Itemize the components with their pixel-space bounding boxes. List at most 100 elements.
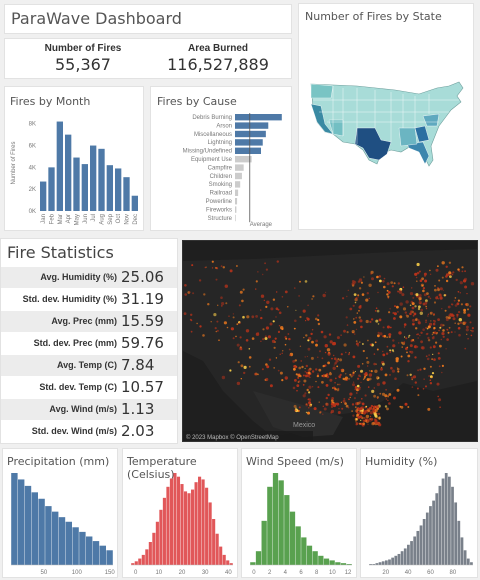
month-bar[interactable] [123,177,130,211]
hum-hist-bar[interactable] [447,476,451,565]
hum-hist-bar[interactable] [429,506,432,565]
prec-hist-bar[interactable] [24,485,32,565]
temp-hist-bar[interactable] [176,476,181,565]
hum-hist-bar[interactable] [419,525,423,565]
wind-hist-panel[interactable]: Wind Speed (m/s) 0 2 4 6 8 10 12 [241,448,357,578]
hum-hist-bar[interactable] [454,502,458,565]
month-bar[interactable] [65,134,72,211]
cause-bar[interactable] [235,130,266,138]
hum-hist-bar[interactable] [394,555,398,565]
hum-hist-bar[interactable] [410,541,413,565]
month-bar[interactable] [73,157,80,211]
hum-hist-bar[interactable] [403,548,407,565]
prec-hist-bar[interactable] [45,506,52,565]
hum-hist-bar[interactable] [381,561,385,565]
hum-hist-bar[interactable] [438,485,442,565]
temp-hist-bar[interactable] [187,493,191,565]
fire-density-map[interactable]: Mexico © 2023 Mapbox © OpenStreetMap [183,241,477,441]
wind-hist-bar[interactable] [335,562,341,565]
cause-bar[interactable] [235,198,238,205]
temp-hist-bar[interactable] [138,558,142,565]
month-bar[interactable] [131,195,138,211]
prec-hist-bar[interactable] [31,492,38,565]
prec-hist-panel[interactable]: Precipitation (mm) 50 100 150 [2,448,118,578]
temp-hist-bar[interactable] [152,532,156,565]
temp-hist-bar[interactable] [145,549,149,565]
month-bar[interactable] [56,121,63,211]
wind-hist-bar[interactable] [278,480,284,565]
hum-hist-bar[interactable] [391,557,395,565]
prec-hist-bar[interactable] [65,521,72,565]
hum-hist-bar[interactable] [407,544,410,565]
month-chart-panel[interactable]: Fires by Month Number of Fires 0K 2K 4K 6K 8K… [4,86,144,231]
prec-hist-bar[interactable] [99,545,106,565]
cause-chart-panel[interactable]: Fires by Cause Debris Burning Arson Miscel… [150,86,292,231]
wind-hist-bar[interactable] [306,545,313,565]
temp-hist-bar[interactable] [148,542,152,565]
temp-hist-bar[interactable] [134,561,138,565]
hum-hist-bar[interactable] [413,536,417,565]
hum-hist-bar[interactable] [470,562,473,565]
temp-hist-bar[interactable] [162,497,166,565]
prec-hist-bar[interactable] [106,550,113,565]
month-bar[interactable] [81,164,88,211]
temp-histogram[interactable]: 0 10 20 30 40 [123,449,239,579]
state-choropleth-map[interactable] [299,4,475,231]
hum-hist-bar[interactable] [466,558,470,565]
wind-hist-bar[interactable] [312,551,318,565]
cause-bar[interactable] [235,156,252,163]
hum-hist-bar[interactable] [378,562,382,565]
wind-hist-bar[interactable] [289,511,296,565]
temp-hist-bar[interactable] [205,487,209,565]
month-bar[interactable] [98,148,105,211]
hum-hist-bar[interactable] [384,560,388,565]
temp-hist-bar[interactable] [222,554,226,565]
hum-hist-bar[interactable] [375,563,379,565]
temp-hist-bar[interactable] [198,476,202,565]
wind-hist-bar[interactable] [318,555,324,565]
wind-hist-bar[interactable] [301,537,307,565]
cause-bar[interactable] [235,172,242,180]
month-chart[interactable]: Number of Fires 0K 2K 4K 6K 8K Jan Feb Mar Apr May… [5,87,145,232]
wind-hist-bar[interactable] [340,563,347,565]
temp-hist-bar[interactable] [155,521,159,565]
prec-hist-bar[interactable] [92,541,100,565]
temp-hist-bar[interactable] [229,563,233,565]
prec-hist-bar[interactable] [52,511,59,565]
hum-hist-bar[interactable] [369,564,372,565]
hum-hist-bar[interactable] [388,559,391,565]
wind-hist-bar[interactable] [261,520,267,565]
hum-hist-bar[interactable] [460,537,464,565]
prec-hist-bar[interactable] [79,531,86,565]
month-bar[interactable] [90,145,97,211]
hum-hist-bar[interactable] [372,564,376,565]
cause-bar[interactable] [235,139,263,146]
month-bar[interactable] [106,165,113,211]
hum-hist-bar[interactable] [400,551,404,565]
prec-histogram[interactable]: 50 100 150 [3,449,119,579]
wind-hist-bar[interactable] [272,473,279,565]
wind-hist-bar[interactable] [295,526,301,565]
wind-hist-bar[interactable] [329,560,335,565]
month-bar[interactable] [40,181,47,211]
temp-hist-bar[interactable] [166,486,170,565]
hum-hist-bar[interactable] [451,486,454,565]
cause-bar[interactable] [235,122,269,129]
temp-hist-bar[interactable] [183,491,188,565]
hum-histogram[interactable]: 20 40 60 80 [361,449,479,579]
prec-hist-bar[interactable] [72,527,79,565]
hum-hist-bar[interactable] [435,493,439,565]
hum-hist-bar[interactable] [416,530,420,565]
prec-hist-bar[interactable] [18,479,25,565]
hum-hist-bar[interactable] [457,520,461,565]
hum-hist-bar[interactable] [463,550,467,565]
temp-hist-bar[interactable] [180,484,184,565]
cause-bar[interactable] [235,206,237,213]
cause-bar[interactable] [235,164,244,171]
cause-bar[interactable] [235,214,236,222]
temp-hist-bar[interactable] [190,489,195,565]
wind-hist-bar[interactable] [323,558,330,565]
wind-hist-bar[interactable] [346,564,352,565]
temp-hist-bar[interactable] [169,478,174,565]
temp-hist-bar[interactable] [212,519,216,565]
